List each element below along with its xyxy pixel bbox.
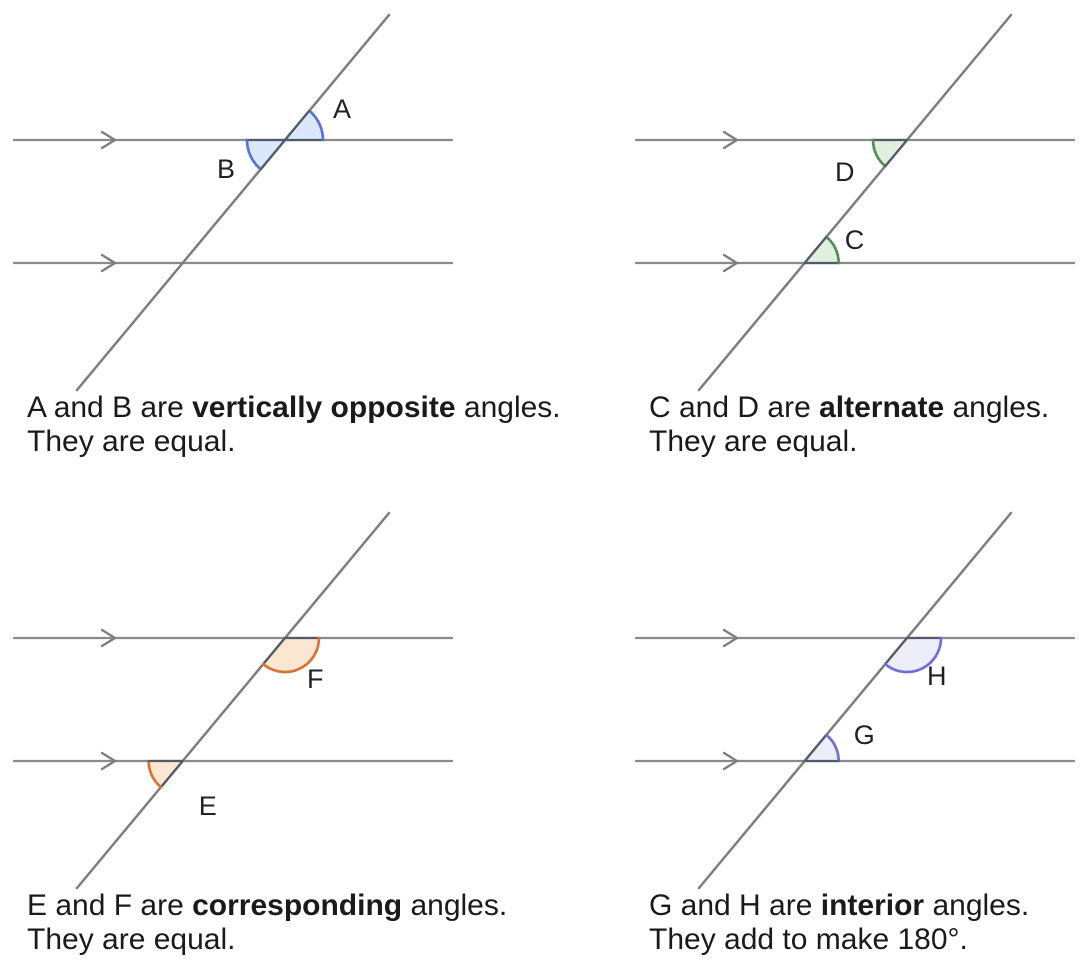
svg-text:D: D xyxy=(835,157,855,187)
svg-text:H: H xyxy=(927,661,947,691)
svg-text:E: E xyxy=(199,791,217,821)
svg-text:G: G xyxy=(854,720,875,750)
svg-text:A: A xyxy=(333,94,351,124)
svg-text:C: C xyxy=(845,225,865,255)
svg-text:F: F xyxy=(307,664,324,694)
svg-text:B: B xyxy=(217,154,235,184)
